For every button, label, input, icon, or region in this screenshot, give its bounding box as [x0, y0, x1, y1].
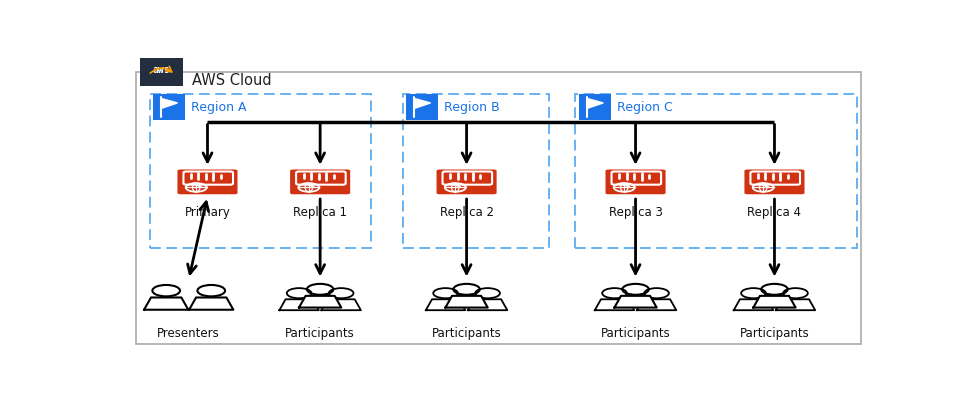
Text: Participants: Participants	[739, 326, 809, 339]
FancyBboxPatch shape	[407, 95, 438, 121]
Polygon shape	[760, 184, 768, 188]
Polygon shape	[614, 296, 657, 308]
Text: aws: aws	[153, 65, 171, 75]
Polygon shape	[299, 296, 341, 308]
Text: Replica 1: Replica 1	[294, 206, 347, 219]
FancyBboxPatch shape	[153, 95, 185, 121]
Text: Replica 4: Replica 4	[747, 206, 801, 219]
Text: Replica 3: Replica 3	[609, 206, 663, 219]
Polygon shape	[425, 300, 465, 310]
Polygon shape	[279, 300, 319, 310]
FancyBboxPatch shape	[744, 170, 804, 195]
Polygon shape	[637, 300, 676, 310]
Text: Participants: Participants	[601, 326, 671, 339]
FancyBboxPatch shape	[579, 95, 610, 121]
Polygon shape	[776, 300, 815, 310]
FancyBboxPatch shape	[436, 170, 496, 195]
FancyBboxPatch shape	[140, 59, 183, 87]
Text: Primary: Primary	[184, 206, 231, 219]
Text: Region A: Region A	[191, 101, 246, 114]
FancyBboxPatch shape	[606, 170, 666, 195]
Polygon shape	[414, 99, 430, 109]
Polygon shape	[189, 298, 234, 310]
Polygon shape	[734, 300, 773, 310]
Polygon shape	[305, 184, 314, 188]
Text: Participants: Participants	[285, 326, 355, 339]
Polygon shape	[595, 300, 635, 310]
FancyBboxPatch shape	[136, 73, 860, 344]
Text: Presenters: Presenters	[157, 326, 220, 339]
Text: Region B: Region B	[444, 101, 500, 114]
Text: Region C: Region C	[616, 101, 672, 114]
Polygon shape	[161, 99, 177, 109]
Polygon shape	[468, 300, 508, 310]
Text: Participants: Participants	[432, 326, 501, 339]
Polygon shape	[322, 300, 360, 310]
FancyBboxPatch shape	[290, 170, 350, 195]
Polygon shape	[753, 296, 796, 308]
Polygon shape	[446, 296, 487, 308]
FancyBboxPatch shape	[177, 170, 237, 195]
Text: AWS Cloud: AWS Cloud	[193, 73, 272, 88]
Text: Replica 2: Replica 2	[440, 206, 493, 219]
Polygon shape	[144, 298, 188, 310]
Polygon shape	[193, 184, 202, 188]
Polygon shape	[620, 184, 630, 188]
Polygon shape	[586, 99, 604, 109]
Polygon shape	[452, 184, 460, 188]
